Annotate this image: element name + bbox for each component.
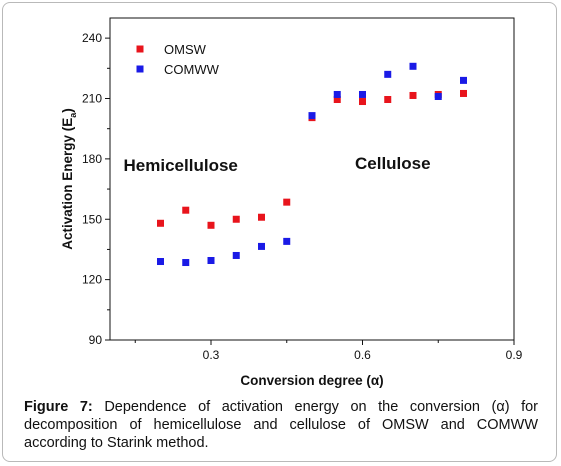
data-point-omsw <box>384 96 392 104</box>
data-point-omsw <box>232 215 240 223</box>
y-tick-label: 120 <box>82 273 102 287</box>
data-point-comww <box>434 92 442 100</box>
y-tick-label: 180 <box>82 152 102 166</box>
x-tick-label: 0.9 <box>506 348 523 362</box>
x-tick-label: 0.3 <box>203 348 220 362</box>
data-point-omsw <box>182 206 190 214</box>
y-tick-label: 210 <box>82 92 102 106</box>
legend-marker-omsw <box>136 45 144 53</box>
data-point-omsw <box>333 96 341 104</box>
data-point-comww <box>359 90 366 98</box>
data-point-comww <box>384 70 392 78</box>
data-point-omsw <box>409 91 417 99</box>
y-tick-label: 90 <box>89 333 103 347</box>
plot-area <box>109 17 515 341</box>
figure-caption: Figure 7: Dependence of activation energ… <box>24 398 538 452</box>
caption-text: Dependence of activation energy on the c… <box>24 399 539 451</box>
y-axis-label-sub: a <box>68 112 78 118</box>
y-tick-label: 150 <box>82 212 102 226</box>
data-point-comww <box>409 62 417 70</box>
x-axis-label: Conversion degree (α) <box>240 373 383 388</box>
legend-marker-comww <box>136 65 144 73</box>
data-point-comww <box>258 242 265 250</box>
data-point-omsw <box>460 89 467 97</box>
data-point-comww <box>207 257 215 265</box>
annotation-cellulose: Cellulose <box>355 154 431 173</box>
activation-energy-chart: 90 120 150 180 210 240 0.3 0.6 0.9 OMSW COMWW Hem… <box>60 17 523 388</box>
legend-label-comww: COMWW <box>164 62 220 77</box>
x-tick-label: 0.6 <box>354 348 371 362</box>
y-axis-label-end: ) <box>60 108 75 113</box>
y-axis-label: Activation Energy (Ea) <box>60 108 78 250</box>
legend-label-omsw: OMSW <box>164 42 207 57</box>
data-point-comww <box>157 258 164 266</box>
annotation-hemicellulose: Hemicellulose <box>124 156 238 175</box>
axes: 90 120 150 180 210 240 0.3 0.6 0.9 <box>82 31 523 362</box>
data-point-comww <box>283 237 291 245</box>
data-point-comww <box>182 259 190 267</box>
y-tick-label: 240 <box>82 31 102 45</box>
legend: OMSW COMWW <box>136 42 220 77</box>
data-point-omsw <box>359 98 366 106</box>
y-axis-label-main: Activation Energy (E <box>60 118 75 250</box>
data-point-comww <box>460 76 467 84</box>
data-point-comww <box>333 90 341 98</box>
data-point-comww <box>308 112 316 120</box>
data-point-omsw <box>283 198 291 206</box>
data-point-omsw <box>258 213 265 221</box>
data-point-comww <box>232 251 240 259</box>
caption-label: Figure 7: <box>24 399 93 415</box>
data-point-omsw <box>157 219 164 227</box>
data-point-omsw <box>207 221 215 229</box>
data-points <box>157 62 467 267</box>
